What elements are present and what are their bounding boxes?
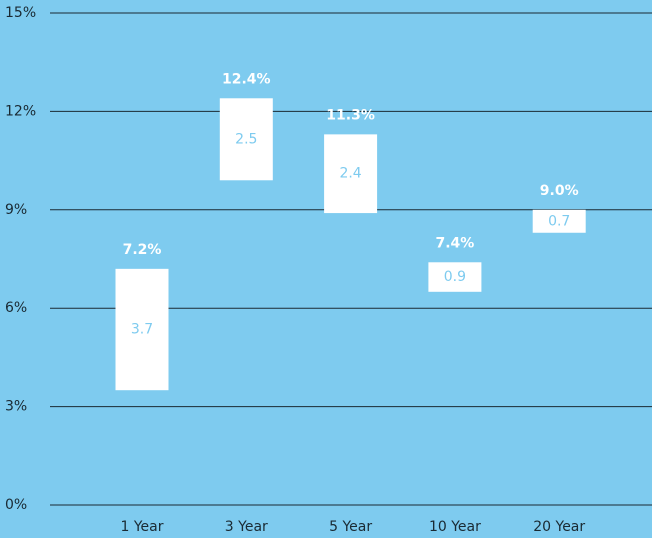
value-label: 12.4% [222, 71, 271, 87]
y-tick-label: 15% [5, 5, 36, 21]
bar [115, 268, 169, 391]
x-tick-label: 3 Year [225, 519, 268, 535]
span-label: 0.9 [444, 269, 466, 285]
y-tick-label: 3% [5, 399, 27, 415]
x-tick-label: 5 Year [329, 519, 372, 535]
span-label: 3.7 [131, 322, 153, 338]
value-label: 9.0% [540, 183, 579, 199]
bar [324, 134, 378, 214]
span-label: 2.5 [235, 131, 257, 147]
y-tick-label: 0% [5, 497, 27, 513]
y-tick-label: 6% [5, 300, 27, 316]
bar [532, 209, 586, 233]
bar [428, 262, 482, 292]
span-label: 2.4 [339, 166, 361, 182]
value-label: 11.3% [326, 107, 375, 123]
span-label: 0.7 [548, 213, 570, 229]
value-label: 7.2% [123, 242, 162, 258]
x-tick-label: 20 Year [533, 519, 585, 535]
x-tick-label: 10 Year [429, 519, 481, 535]
bar [219, 98, 273, 181]
y-tick-label: 9% [5, 202, 27, 218]
x-tick-label: 1 Year [121, 519, 164, 535]
y-tick-label: 12% [5, 103, 36, 119]
value-label: 7.4% [435, 235, 474, 251]
